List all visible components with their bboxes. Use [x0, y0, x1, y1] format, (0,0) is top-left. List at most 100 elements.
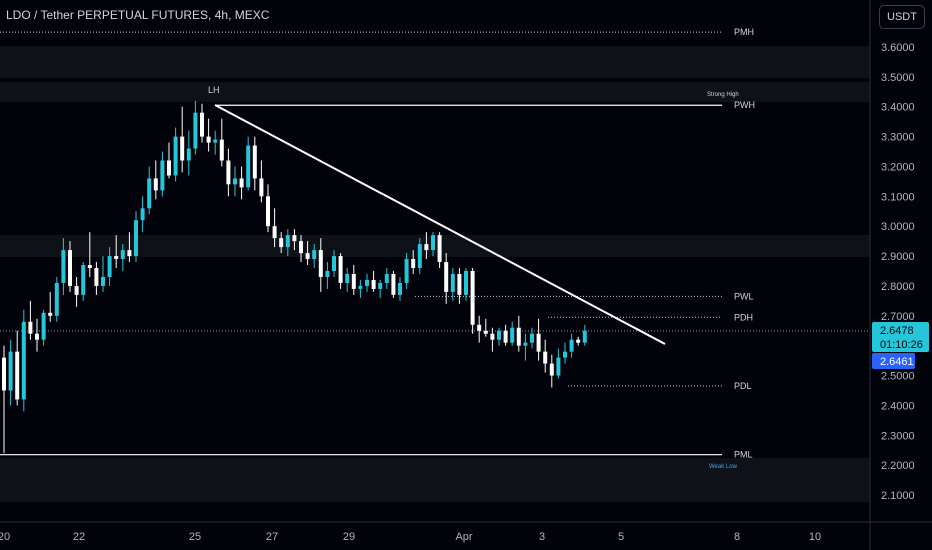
candle[interactable] — [365, 273, 369, 292]
candle[interactable] — [226, 148, 231, 197]
time-axis[interactable]: 20 22 25 27 29 Apr 3 5 8 10 — [0, 531, 821, 543]
trendline[interactable] — [214, 104, 666, 345]
candle[interactable] — [193, 100, 198, 155]
candle[interactable] — [510, 321, 515, 346]
candle[interactable] — [252, 136, 257, 191]
candle[interactable] — [61, 238, 66, 295]
candle[interactable] — [563, 342, 567, 364]
candle[interactable] — [543, 339, 548, 373]
candle[interactable] — [186, 130, 191, 176]
candle[interactable] — [200, 103, 204, 143]
candle[interactable] — [371, 271, 376, 292]
candle[interactable] — [523, 333, 528, 361]
candle[interactable] — [305, 241, 310, 266]
candle[interactable] — [417, 238, 422, 274]
candle[interactable] — [140, 196, 145, 233]
candle[interactable] — [41, 309, 46, 346]
candle[interactable] — [259, 160, 264, 203]
candle[interactable] — [457, 268, 462, 304]
candle[interactable] — [424, 232, 429, 260]
marker-price-tag — [872, 353, 915, 369]
candle[interactable] — [246, 136, 251, 191]
candle[interactable] — [54, 276, 59, 322]
candle[interactable] — [490, 327, 495, 352]
candle[interactable] — [444, 253, 449, 304]
candle[interactable] — [173, 127, 178, 182]
candle[interactable] — [503, 324, 508, 346]
candle[interactable] — [233, 166, 237, 197]
currency-button[interactable]: USDT — [879, 5, 925, 29]
candle[interactable] — [15, 330, 20, 406]
candle[interactable] — [160, 151, 165, 197]
candle[interactable] — [477, 315, 482, 343]
candle[interactable] — [8, 339, 13, 406]
candle[interactable] — [266, 184, 270, 233]
candle[interactable] — [431, 232, 435, 257]
candle[interactable] — [378, 279, 383, 298]
candle[interactable] — [345, 268, 350, 292]
candle[interactable] — [483, 318, 488, 337]
candle[interactable] — [325, 262, 330, 289]
candle[interactable] — [2, 345, 6, 454]
candle[interactable] — [285, 229, 290, 257]
candle[interactable] — [127, 232, 132, 263]
candle[interactable] — [120, 244, 125, 271]
candle[interactable] — [450, 268, 455, 301]
candle[interactable] — [530, 327, 534, 349]
candle[interactable] — [556, 348, 561, 379]
candle-body — [272, 226, 277, 239]
candle[interactable] — [35, 318, 39, 352]
candle[interactable] — [101, 256, 105, 292]
candle[interactable] — [167, 142, 171, 179]
candle[interactable] — [312, 244, 317, 269]
candle[interactable] — [470, 268, 475, 334]
candle[interactable] — [239, 166, 244, 200]
candle[interactable] — [134, 211, 138, 263]
candle[interactable] — [21, 309, 26, 412]
candle[interactable] — [536, 318, 541, 361]
candle[interactable] — [292, 229, 297, 251]
candle[interactable] — [384, 268, 389, 289]
candle[interactable] — [582, 324, 587, 346]
candle[interactable] — [358, 279, 363, 298]
candle[interactable] — [437, 232, 442, 269]
candle[interactable] — [299, 235, 303, 263]
candle[interactable] — [114, 235, 119, 269]
candle[interactable] — [94, 262, 99, 295]
candle[interactable] — [153, 160, 158, 200]
candle-body — [279, 238, 284, 248]
candle[interactable] — [332, 250, 336, 277]
bar-countdown: 01:10:26 — [880, 339, 923, 351]
candle[interactable] — [272, 208, 277, 248]
candle[interactable] — [497, 327, 501, 346]
y-tick-label: 2.3000 — [881, 430, 915, 442]
candle[interactable] — [219, 118, 224, 167]
candle[interactable] — [213, 130, 218, 155]
candle[interactable] — [206, 118, 211, 152]
candle[interactable] — [464, 268, 468, 301]
candle[interactable] — [74, 276, 79, 307]
candle[interactable] — [516, 315, 521, 352]
candle[interactable] — [180, 106, 185, 173]
candle[interactable] — [87, 232, 92, 277]
candle[interactable] — [391, 271, 396, 298]
candle[interactable] — [279, 232, 284, 254]
candle[interactable] — [48, 291, 53, 322]
candle[interactable] — [404, 253, 409, 289]
candle[interactable] — [318, 238, 323, 292]
candle[interactable] — [107, 247, 112, 286]
candle[interactable] — [351, 265, 356, 295]
candle[interactable] — [569, 333, 574, 358]
candle[interactable] — [576, 336, 581, 346]
candle[interactable] — [81, 262, 86, 301]
candle[interactable] — [68, 241, 72, 292]
candle[interactable] — [549, 354, 554, 388]
price-axis[interactable]: 3.6000 3.5000 3.4000 3.3000 3.2000 3.1000 3.00… — [881, 42, 915, 502]
candle-body — [147, 178, 152, 209]
candle[interactable] — [398, 276, 402, 301]
candle[interactable] — [28, 300, 33, 340]
candle[interactable] — [338, 253, 343, 289]
candle[interactable] — [147, 166, 152, 215]
candle[interactable] — [411, 250, 416, 274]
